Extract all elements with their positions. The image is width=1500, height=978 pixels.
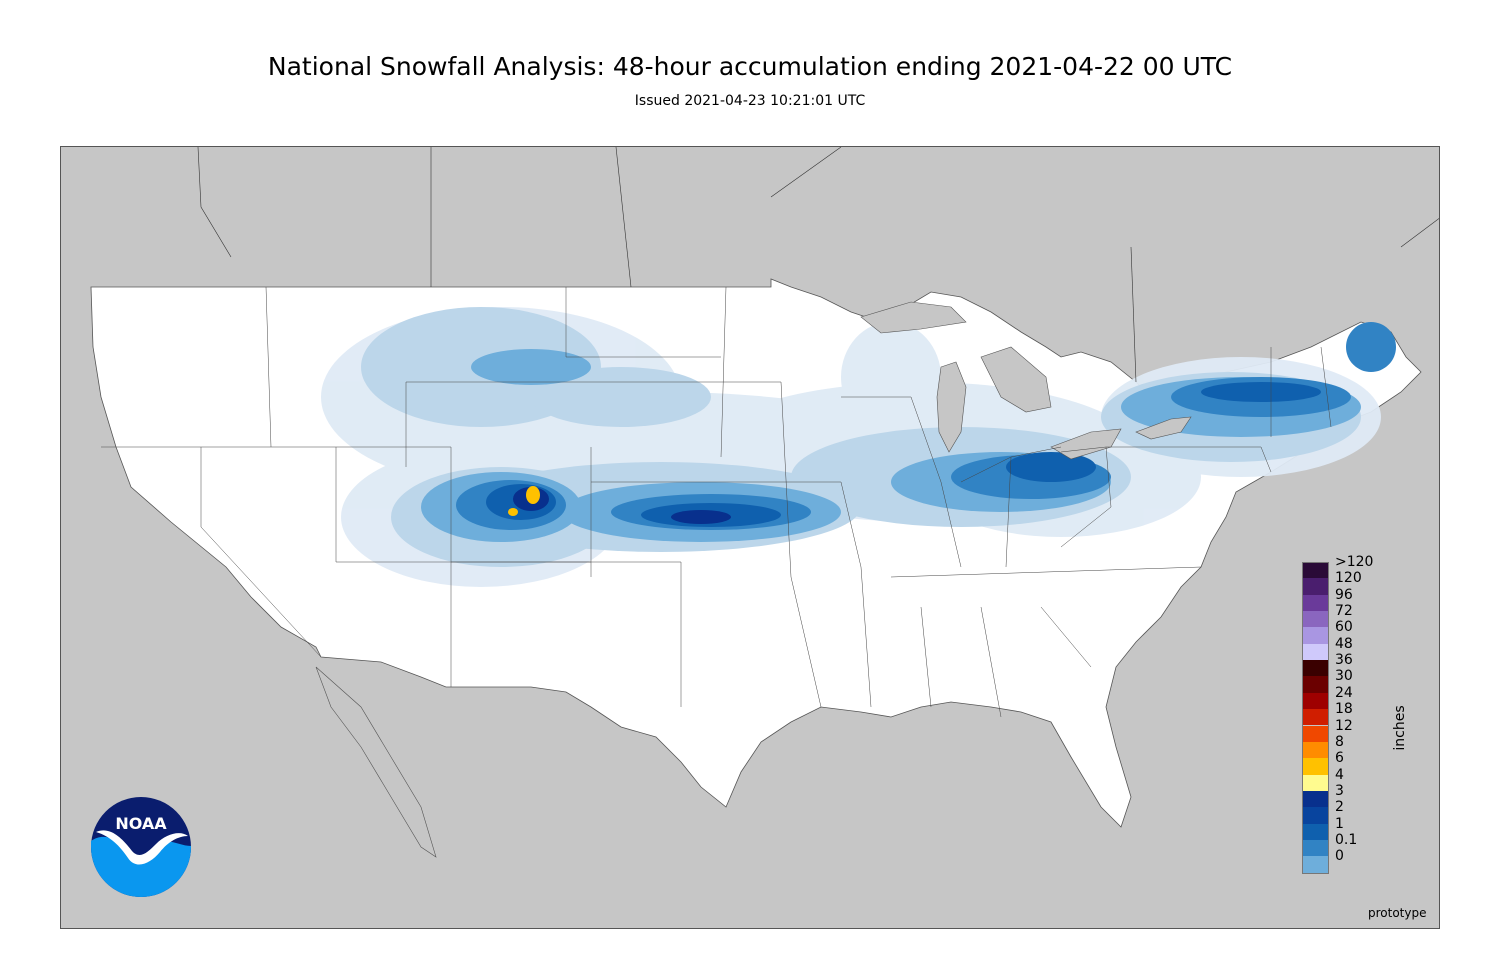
legend-item: 24 — [1302, 685, 1412, 710]
legend-swatch — [1302, 774, 1329, 791]
legend-label: 24 — [1335, 684, 1353, 701]
legend-swatch — [1302, 725, 1329, 742]
legend-label: 1 — [1335, 815, 1344, 832]
map-svg — [90, 147, 1439, 858]
legend-swatch — [1302, 839, 1329, 857]
legend-swatch — [1302, 692, 1329, 710]
noaa-logo-text: NOAA — [115, 814, 167, 833]
legend-item: 60 — [1302, 619, 1412, 644]
state-borders — [101, 286, 1332, 718]
legend-label: 30 — [1335, 668, 1353, 685]
legend-swatch — [1302, 627, 1329, 644]
legend-label: 96 — [1335, 586, 1353, 603]
legend-label: 60 — [1335, 619, 1353, 636]
legend-item: 48 — [1302, 636, 1412, 661]
legend-swatch — [1302, 856, 1329, 873]
legend-swatch — [1302, 643, 1329, 661]
legend-swatch — [1302, 660, 1329, 677]
legend-item: 0 — [1302, 848, 1412, 873]
legend-label: 0.1 — [1335, 831, 1358, 848]
legend-label: 2 — [1335, 799, 1344, 816]
legend-label: 4 — [1335, 766, 1344, 783]
legend-label: 8 — [1335, 733, 1344, 750]
noaa-logo: NOAA — [90, 796, 192, 898]
legend-label: >120 — [1335, 554, 1374, 570]
legend-label: 12 — [1335, 717, 1353, 734]
legend-item: 4 — [1302, 767, 1412, 791]
legend-swatch — [1302, 741, 1329, 759]
legend-label: 18 — [1335, 701, 1353, 718]
legend-label: 48 — [1335, 635, 1353, 652]
legend-item: 2 — [1302, 799, 1412, 824]
legend-item: >120 — [1302, 554, 1412, 579]
legend-swatch — [1302, 676, 1329, 693]
legend-swatch — [1302, 578, 1329, 595]
legend-item: 30 — [1302, 668, 1412, 693]
legend-item: 3 — [1302, 783, 1412, 808]
legend-item: 96 — [1302, 587, 1412, 612]
legend-swatch — [1302, 611, 1329, 628]
legend-swatch — [1302, 709, 1329, 726]
legend-swatch — [1302, 807, 1329, 824]
intl-borders — [197, 147, 1439, 383]
legend-item: 18 — [1302, 701, 1412, 726]
legend-item: 1 — [1302, 816, 1412, 840]
units-label: inches — [1392, 705, 1408, 751]
legend-item: 72 — [1302, 603, 1412, 628]
legend-label: 72 — [1335, 603, 1353, 620]
legend-swatch — [1302, 790, 1329, 808]
legend-swatch — [1302, 594, 1329, 612]
legend-label: 120 — [1335, 570, 1362, 587]
map-title: National Snowfall Analysis: 48-hour accu… — [267, 52, 1233, 81]
issued-timestamp: Issued 2021-04-23 10:21:01 UTC — [634, 93, 866, 109]
legend-label: 6 — [1335, 750, 1344, 767]
noaa-logo-icon: NOAA — [91, 797, 191, 897]
snowfall-map[interactable] — [60, 146, 1440, 929]
mexico-baja — [315, 666, 437, 858]
legend-item: 0.1 — [1302, 832, 1412, 857]
snow-8in — [508, 486, 540, 516]
legend-swatch — [1302, 562, 1329, 579]
legend-item: 120 — [1302, 570, 1412, 595]
legend-label: 36 — [1335, 652, 1353, 669]
legend-item: 12 — [1302, 718, 1412, 742]
legend-swatch — [1302, 758, 1329, 775]
great-lakes — [860, 301, 1192, 460]
legend-label: 3 — [1335, 782, 1344, 799]
legend-swatch — [1302, 823, 1329, 840]
prototype-note: prototype — [1368, 906, 1427, 920]
legend-item: 6 — [1302, 750, 1412, 775]
legend-item: 36 — [1302, 652, 1412, 677]
legend-item: 8 — [1302, 734, 1412, 759]
legend-label: 0 — [1335, 848, 1344, 865]
